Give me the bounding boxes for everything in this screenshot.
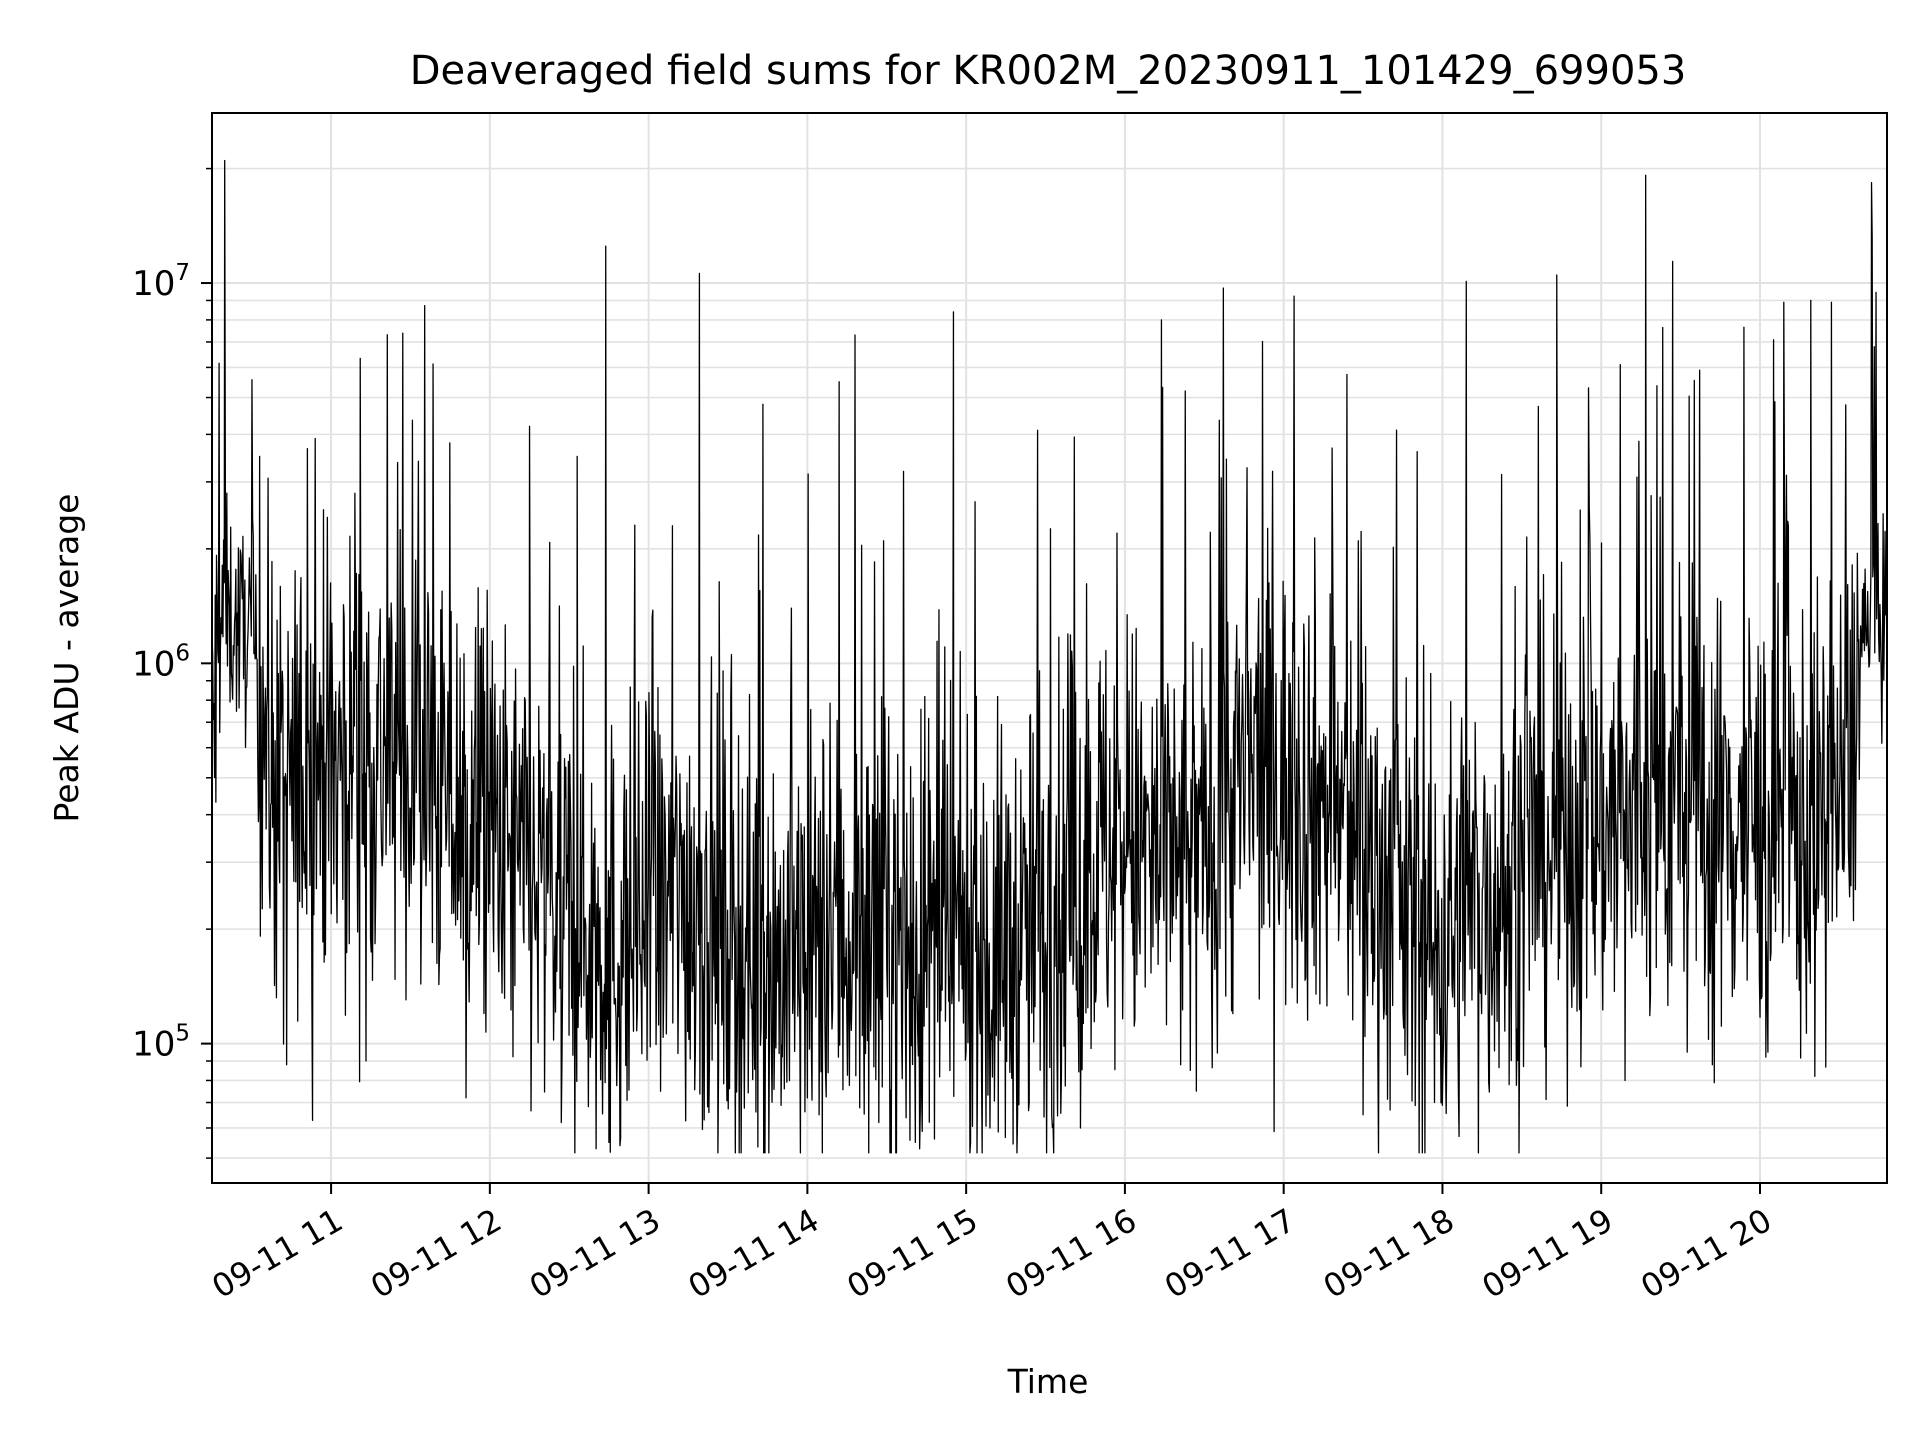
series-line: [211, 159, 1888, 1154]
chart-title: Deaveraged field sums for KR002M_2023091…: [410, 48, 1687, 94]
ticks: [201, 167, 1761, 1194]
y-axis-label: Peak ADU - average: [47, 494, 86, 823]
x-axis-label: Time: [1007, 1362, 1089, 1401]
y-tick-label: 105: [132, 1021, 190, 1065]
y-tick-label: 107: [132, 260, 190, 304]
y-tick-label: 106: [132, 640, 190, 684]
plot-frame: [211, 112, 1888, 1184]
series-layer: [211, 159, 1888, 1154]
